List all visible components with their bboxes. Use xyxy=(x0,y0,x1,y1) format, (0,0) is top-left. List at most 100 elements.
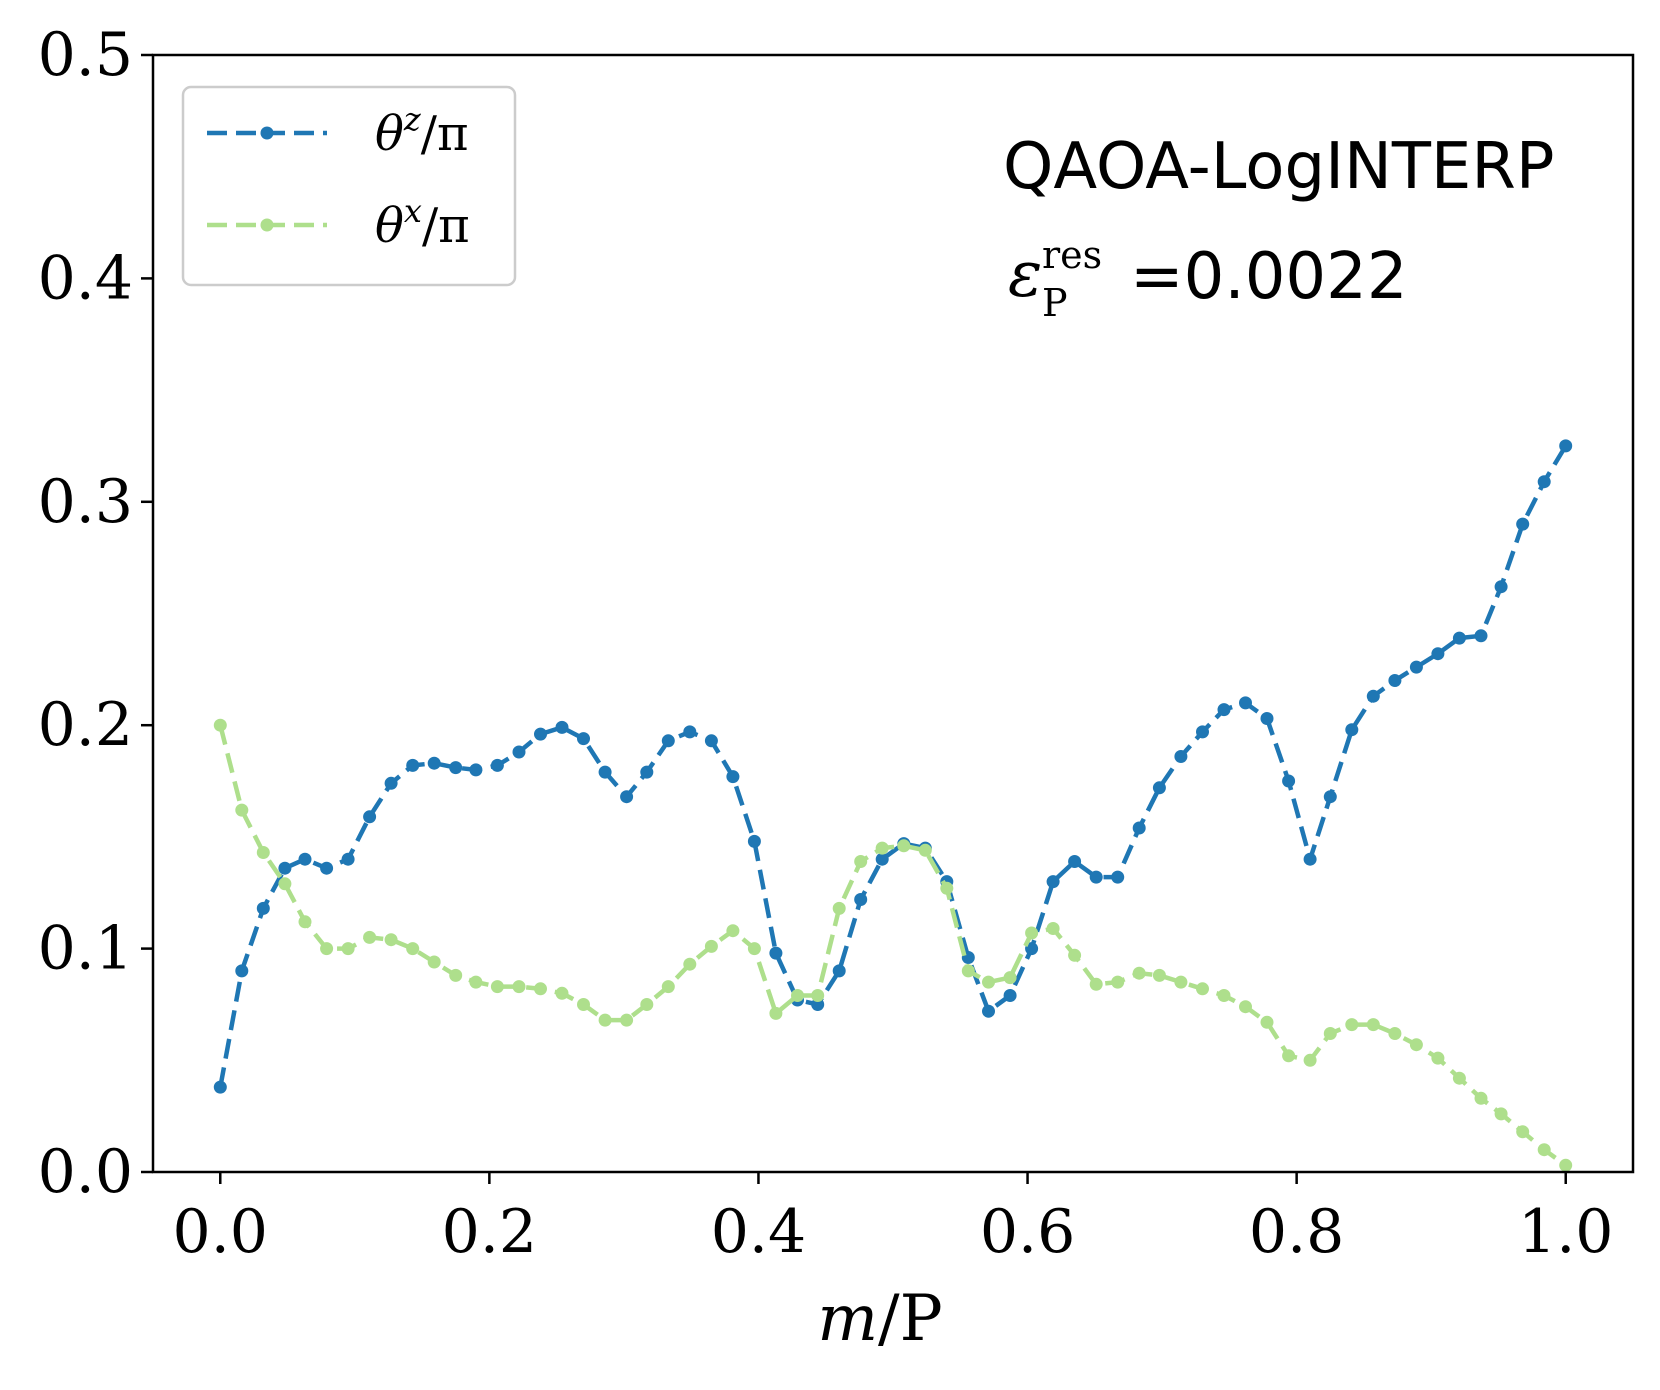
data-point xyxy=(235,803,249,817)
annotation-eps-sub: P xyxy=(1042,281,1068,325)
data-point xyxy=(640,765,654,779)
x-tick-label: 0.6 xyxy=(980,1197,1075,1267)
data-point xyxy=(512,745,526,759)
data-point xyxy=(1388,674,1402,687)
data-point xyxy=(918,843,932,857)
data-point xyxy=(512,980,526,994)
data-point xyxy=(854,855,868,868)
data-point xyxy=(961,964,975,978)
data-point xyxy=(555,720,569,734)
data-point xyxy=(1537,475,1551,489)
data-point xyxy=(534,982,547,996)
data-point xyxy=(1025,942,1039,956)
y-tick-label: 0.1 xyxy=(38,914,133,984)
data-point xyxy=(235,964,249,978)
data-point xyxy=(1174,750,1188,763)
data-point xyxy=(1559,1158,1573,1172)
data-point xyxy=(1111,975,1125,989)
data-point xyxy=(213,718,227,732)
data-point xyxy=(1068,948,1082,962)
y-tick-label: 0.0 xyxy=(38,1137,133,1207)
data-point xyxy=(490,980,504,994)
data-point xyxy=(1366,689,1380,703)
x-tick-label: 0.2 xyxy=(442,1197,537,1267)
data-point xyxy=(1282,1049,1296,1063)
data-point xyxy=(1323,790,1337,804)
data-point xyxy=(341,852,355,866)
data-point xyxy=(811,989,825,1002)
data-point xyxy=(875,852,889,866)
data-point xyxy=(1559,439,1573,453)
legend: θz/π θx/π xyxy=(181,85,517,287)
data-point xyxy=(406,942,420,956)
data-point xyxy=(747,834,761,848)
data-point xyxy=(469,975,483,989)
annotation-eps-value: =0.0022 xyxy=(1130,240,1408,314)
data-point xyxy=(1046,922,1060,935)
data-point xyxy=(1003,989,1017,1002)
data-point xyxy=(1431,647,1445,661)
data-point xyxy=(278,861,292,875)
data-point xyxy=(791,989,804,1002)
legend-label-theta-x: θx/π xyxy=(375,192,470,254)
x-tick-label: 1.0 xyxy=(1518,1197,1613,1267)
data-point xyxy=(577,998,590,1011)
data-point xyxy=(897,839,911,853)
data-point xyxy=(384,776,398,790)
data-point xyxy=(1260,712,1274,725)
data-point xyxy=(1452,631,1466,645)
data-point xyxy=(1282,774,1296,788)
data-point xyxy=(726,924,740,938)
annotation-eps-sup: res xyxy=(1042,233,1102,277)
data-point xyxy=(640,998,654,1011)
data-point xyxy=(1132,966,1146,980)
data-point xyxy=(320,942,334,956)
data-point xyxy=(620,790,634,804)
data-point xyxy=(1196,725,1209,739)
data-point xyxy=(1431,1051,1445,1065)
data-point xyxy=(1046,875,1060,889)
data-point xyxy=(982,975,995,989)
data-point xyxy=(256,846,270,859)
data-point xyxy=(1068,855,1082,868)
data-point xyxy=(1152,781,1166,795)
data-point xyxy=(1516,517,1530,531)
data-point xyxy=(1132,821,1146,835)
series-theta-x xyxy=(213,718,1573,1172)
data-point xyxy=(427,756,441,770)
legend-label-theta-z: θz/π xyxy=(375,100,468,162)
data-point xyxy=(1537,1143,1551,1157)
data-point xyxy=(1217,989,1231,1002)
legend-marker-theta-x xyxy=(260,218,274,232)
data-point xyxy=(363,930,377,944)
annotation-residual-error: ε res P =0.0022 xyxy=(1008,233,1408,325)
data-point xyxy=(598,1013,612,1027)
data-point xyxy=(1260,1015,1274,1029)
data-point xyxy=(854,893,868,906)
data-point xyxy=(661,980,675,994)
data-point xyxy=(832,901,846,915)
data-point xyxy=(577,732,590,746)
data-point xyxy=(341,942,355,956)
data-point xyxy=(298,915,312,929)
legend-entry-theta-x: θx/π xyxy=(207,192,470,254)
data-point xyxy=(1152,968,1166,982)
data-point xyxy=(298,852,312,866)
data-point xyxy=(620,1013,634,1027)
data-point xyxy=(875,841,889,855)
data-point xyxy=(1409,1038,1423,1052)
data-point xyxy=(1174,975,1188,989)
data-point xyxy=(1089,977,1103,991)
data-point xyxy=(704,939,718,953)
series-theta-z xyxy=(213,439,1573,1094)
x-tick-label: 0.4 xyxy=(711,1197,806,1267)
x-axis-label: m/P xyxy=(817,1282,942,1356)
data-point xyxy=(384,933,398,947)
data-point xyxy=(1345,1018,1359,1032)
data-point xyxy=(256,901,270,915)
series-line xyxy=(218,444,1568,1088)
data-point xyxy=(1409,660,1423,674)
data-point xyxy=(726,770,740,784)
data-point xyxy=(747,942,761,956)
